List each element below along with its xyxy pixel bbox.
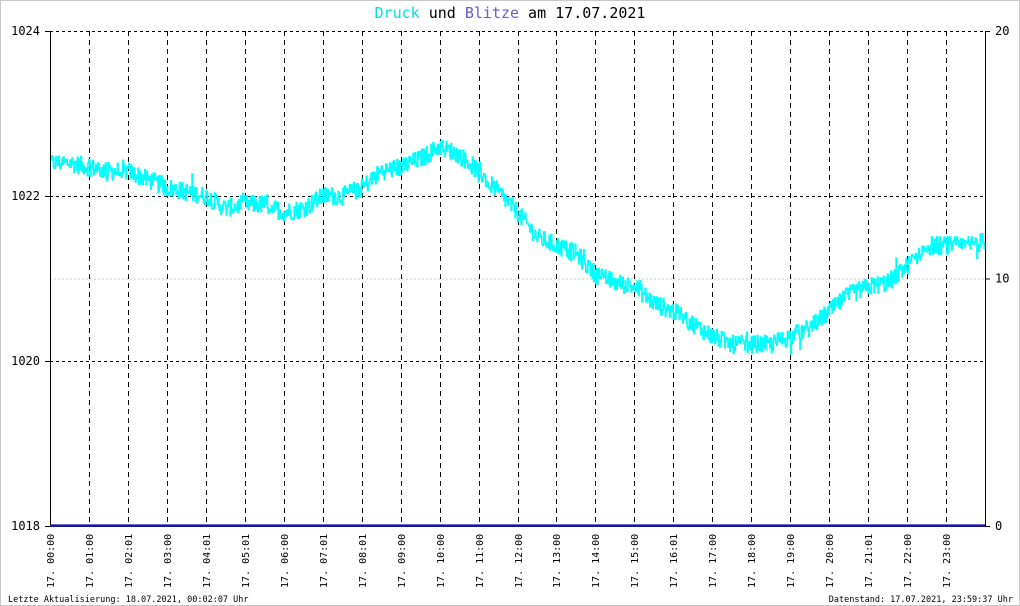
x-tick-label: 17. 06:00 bbox=[280, 534, 291, 588]
x-tick-label: 17. 08:01 bbox=[358, 534, 369, 588]
x-tick-label: 17. 21:01 bbox=[864, 534, 875, 588]
y-tick-label-left: 1024 bbox=[11, 24, 40, 38]
chart-title: Druck und Blitze am 17.07.2021 bbox=[375, 4, 646, 22]
title-blitze: Blitze bbox=[465, 4, 519, 22]
x-tick-label: 17. 18:00 bbox=[747, 534, 758, 588]
x-tick-label: 17. 04:01 bbox=[202, 534, 213, 588]
x-tick-label: 17. 17:00 bbox=[708, 534, 719, 588]
x-tick-label: 17. 19:00 bbox=[786, 534, 797, 588]
x-tick-label: 17. 12:00 bbox=[514, 534, 525, 588]
footer-last-update: Letzte Aktualisierung: 18.07.2021, 00:02… bbox=[8, 595, 249, 605]
x-tick-label: 17. 23:00 bbox=[942, 534, 953, 588]
x-axis-labels: 17. 00:00 17. 01:00 17. 02:01 17. 03:00 17. … bbox=[46, 534, 953, 588]
grid bbox=[50, 31, 985, 526]
x-tick-label: 17. 00:00 bbox=[46, 534, 57, 588]
x-tick-label: 17. 09:00 bbox=[397, 534, 408, 588]
x-tick-label: 17. 03:00 bbox=[163, 534, 174, 588]
x-tick-label: 17. 15:00 bbox=[630, 534, 641, 588]
y-axis-right-labels: 0 10 20 bbox=[995, 24, 1009, 533]
x-tick-label: 17. 02:01 bbox=[124, 534, 135, 588]
axes bbox=[45, 31, 990, 527]
x-tick-label: 17. 20:00 bbox=[825, 534, 836, 588]
x-tick-label: 17. 07:01 bbox=[319, 534, 330, 588]
title-druck: Druck bbox=[375, 4, 420, 22]
x-tick-label: 17. 22:00 bbox=[903, 534, 914, 588]
y-tick-label-right: 20 bbox=[995, 24, 1009, 38]
y-tick-label-left: 1022 bbox=[11, 189, 40, 203]
y-tick-label-right: 0 bbox=[995, 519, 1002, 533]
title-date: am 17.07.2021 bbox=[519, 4, 645, 22]
title-und: und bbox=[420, 4, 465, 22]
druck-line bbox=[49, 139, 985, 355]
x-tick-label: 17. 16:01 bbox=[669, 534, 680, 588]
x-tick-label: 17. 10:00 bbox=[436, 534, 447, 588]
y-tick-label-left: 1018 bbox=[11, 519, 40, 533]
y-tick-label-right: 10 bbox=[995, 272, 1009, 286]
x-tick-label: 17. 05:01 bbox=[241, 534, 252, 588]
x-tick-label: 17. 01:00 bbox=[85, 534, 96, 588]
x-tick-label: 17. 13:00 bbox=[552, 534, 563, 588]
y-tick-label-left: 1020 bbox=[11, 354, 40, 368]
y-axis-left-labels: 1018 1020 1022 1024 bbox=[11, 24, 40, 533]
x-tick-label: 17. 14:00 bbox=[591, 534, 602, 588]
footer-data-status: Datenstand: 17.07.2021, 23:59:37 Uhr bbox=[829, 595, 1013, 605]
x-tick-label: 17. 11:00 bbox=[475, 534, 486, 588]
druck-series bbox=[49, 139, 985, 355]
